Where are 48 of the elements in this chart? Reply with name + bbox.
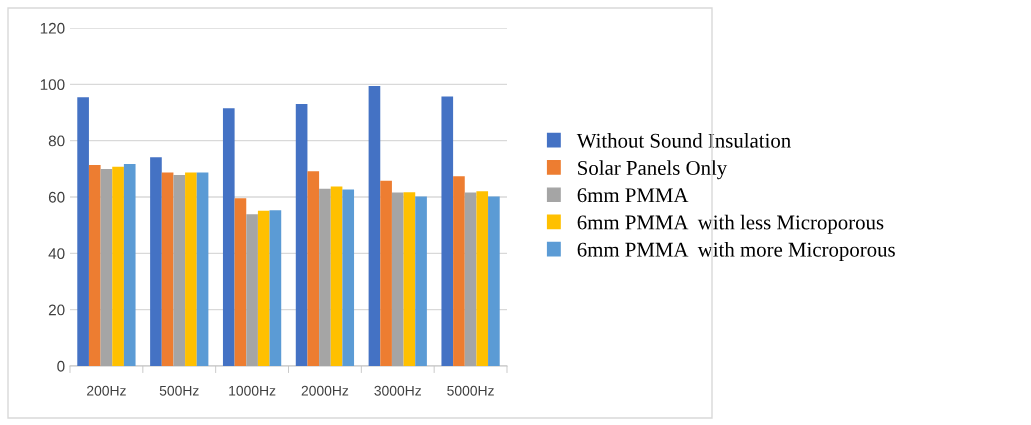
- x-tick-label: 5000Hz: [447, 385, 494, 396]
- x-tick-label: 2000Hz: [301, 385, 349, 396]
- x-tick-label: 1000Hz: [229, 385, 276, 396]
- legend-label: 6mm PMMA with less Microporous: [577, 214, 884, 234]
- bar: [185, 172, 197, 366]
- bar: [234, 198, 247, 366]
- bar: [77, 97, 89, 366]
- bar: [88, 164, 101, 366]
- bar: [269, 210, 282, 366]
- legend-label: Solar Panels Only: [578, 160, 728, 180]
- bar: [391, 192, 404, 366]
- y-tick-label: 20: [48, 304, 65, 316]
- bar: [222, 108, 235, 366]
- bar: [307, 171, 320, 366]
- bar: [441, 96, 454, 366]
- y-tick-label: 60: [48, 191, 65, 203]
- x-tick-label: 200Hz: [87, 385, 126, 396]
- y-tick-label: 40: [48, 248, 65, 260]
- bar: [342, 189, 355, 366]
- legend-label: 6mm PMMA: [577, 188, 689, 203]
- bar: [173, 175, 186, 366]
- bar: [319, 188, 331, 366]
- bar: [257, 210, 270, 366]
- bar: [464, 192, 477, 366]
- x-tick-label: 3000Hz: [374, 385, 421, 396]
- bar: [415, 196, 427, 366]
- bar: [150, 157, 162, 366]
- legend-label: Without Sound Insulation: [576, 133, 791, 148]
- bar: [488, 196, 500, 366]
- bar: [453, 176, 465, 366]
- bar: [246, 214, 258, 366]
- bar: [112, 166, 124, 366]
- bar: [161, 172, 174, 366]
- y-tick-label: 120: [40, 22, 65, 34]
- bar: [295, 104, 308, 366]
- bar: [380, 180, 392, 366]
- bar: [196, 172, 209, 366]
- x-tick-label: 500Hz: [159, 385, 199, 396]
- bar: [100, 169, 113, 366]
- bar: [403, 192, 416, 366]
- legend-label: 6mm PMMA with more Microporous: [577, 242, 895, 261]
- bar: [330, 186, 343, 366]
- y-tick-label: 80: [48, 135, 65, 147]
- bar: [476, 191, 489, 366]
- y-tick-label: 0: [57, 360, 65, 372]
- y-tick-label: 100: [40, 79, 65, 91]
- bar: [123, 164, 136, 366]
- bar: [368, 86, 381, 366]
